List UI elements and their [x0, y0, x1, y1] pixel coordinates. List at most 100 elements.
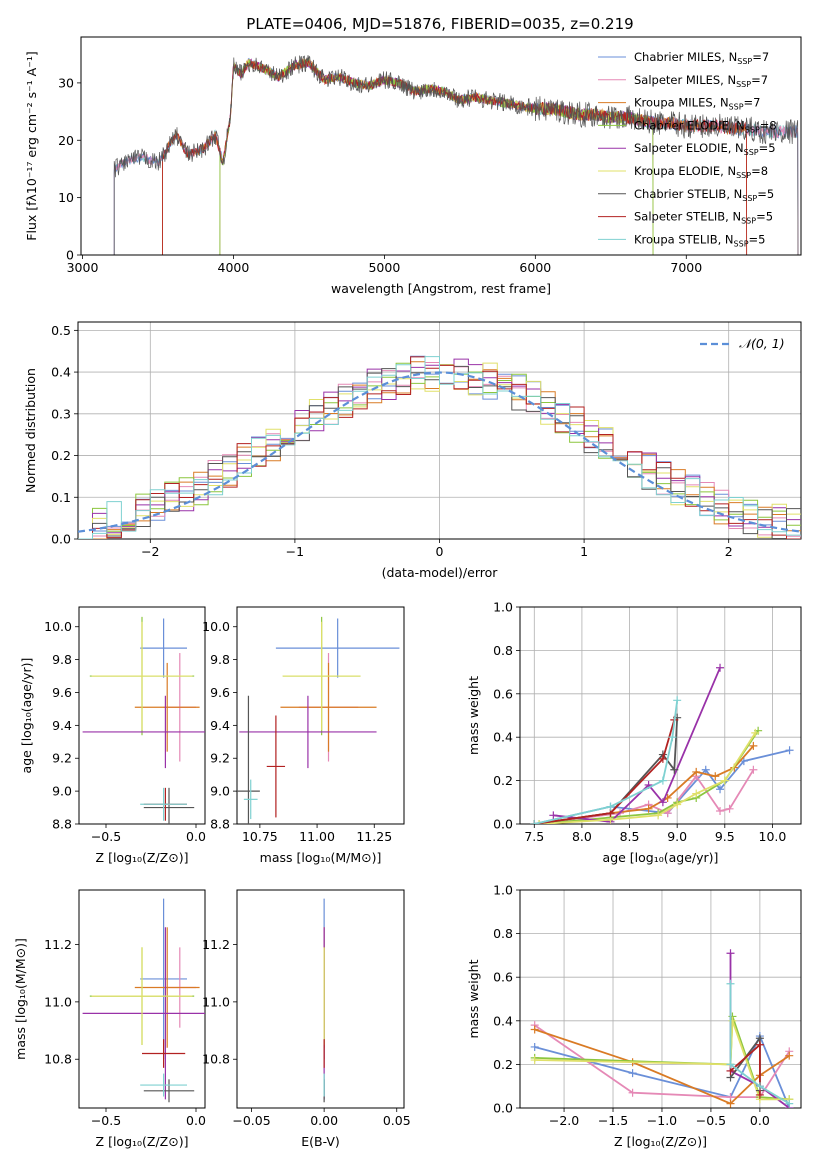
- legend-label: Salpeter MILES, NSSP=7: [634, 73, 768, 89]
- spectrum-line: [113, 57, 799, 255]
- x-tick-label: 11.00: [299, 829, 335, 844]
- mass-weight-point: [720, 776, 729, 785]
- x-axis-label: E(B-V): [301, 1134, 340, 1149]
- y-tick-label: 10.0: [202, 619, 230, 634]
- y-axis-label: mass [log₁₀(M/M⊙)]: [13, 938, 28, 1060]
- mass-weight-point: [535, 820, 544, 824]
- y-axis-label: age [log₁₀(age/yr)]: [19, 658, 34, 774]
- x-tick-label: 2: [725, 544, 733, 559]
- y-tick-label: 9.0: [52, 784, 72, 799]
- y-tick-label: 11.0: [44, 994, 72, 1009]
- mass-weight-point: [749, 741, 758, 750]
- x-tick-label: 6000: [519, 260, 551, 275]
- mass-weight-point: [726, 1060, 735, 1069]
- legend-label-name: Kroupa ELODIE, N: [634, 164, 736, 178]
- legend-label-name: Chabrier STELIB, N: [634, 187, 742, 201]
- x-tick-label: −0.5: [696, 1113, 726, 1128]
- y-tick-label: 8.8: [52, 817, 72, 832]
- y-tick-label: 0: [66, 248, 74, 263]
- legend-label: Salpeter STELIB, NSSP=5: [634, 210, 773, 226]
- y-tick-label: 0.4: [493, 730, 513, 745]
- legend-label: Chabrier STELIB, NSSP=5: [634, 187, 774, 203]
- y-tick-label: 11.2: [202, 937, 230, 952]
- x-axis-label: wavelength [Angstrom, rest frame]: [331, 281, 551, 296]
- mass-weight-point: [530, 1042, 539, 1051]
- y-tick-label: 11.2: [44, 937, 72, 952]
- legend-label-subscript: SSP: [729, 103, 744, 112]
- y-tick-label: 0.2: [51, 448, 71, 463]
- x-tick-label: −1: [286, 544, 304, 559]
- mass-weight-point: [530, 1056, 539, 1065]
- x-tick-label: 1: [580, 544, 588, 559]
- mass-weight-point: [725, 804, 734, 813]
- legend-label: Kroupa ELODIE, NSSP=8: [634, 164, 768, 180]
- legend-label-nssp: =5: [749, 232, 766, 246]
- legend-label: Salpeter ELODIE, NSSP=5: [634, 141, 776, 157]
- mass-weight-point: [628, 1069, 637, 1078]
- legend-label-subscript: SSP: [737, 57, 752, 66]
- normal-curve: [78, 371, 801, 533]
- mass-weight-point: [716, 806, 725, 815]
- mass-weight-point: [716, 663, 725, 672]
- legend-label-nssp: =5: [757, 187, 774, 201]
- y-tick-label: 0.8: [493, 926, 513, 941]
- legend-label-nssp: =5: [756, 210, 773, 224]
- y-tick-label: 0.3: [51, 406, 71, 421]
- x-tick-label: −1.0: [647, 1113, 677, 1128]
- axes-frame: [236, 889, 405, 1109]
- histogram-series: [78, 356, 801, 539]
- legend-label: Kroupa STELIB, NSSP=5: [634, 232, 765, 248]
- mass-weight-point: [692, 789, 701, 798]
- histogram-lines: [78, 355, 801, 539]
- legend-label-nssp: =8: [751, 164, 768, 178]
- x-tick-label: 9.5: [715, 829, 735, 844]
- figure-title: PLATE=0406, MJD=51876, FIBERID=0035, z=0…: [246, 15, 633, 33]
- axes-frame: [519, 606, 802, 825]
- spectrum-line: [113, 55, 799, 255]
- massweight_vs_Z-series: [530, 949, 794, 1108]
- y-tick-label: 0.0: [493, 817, 513, 832]
- y-tick-label: 9.6: [210, 685, 230, 700]
- legend-label-subscript: SSP: [734, 239, 749, 248]
- axes-frame: [519, 889, 802, 1109]
- y-tick-label: 8.8: [210, 817, 230, 832]
- y-tick-label: 30: [58, 75, 74, 90]
- y-tick-label: 10.0: [44, 619, 72, 634]
- legend-label-subscript: SSP: [744, 148, 759, 157]
- x-axis-label: Z [log₁₀(Z/Z⊙)]: [96, 850, 189, 865]
- x-tick-label: 0: [436, 544, 444, 559]
- y-tick-label: 0.6: [493, 970, 513, 985]
- x-tick-label: 8.5: [620, 829, 640, 844]
- massweight_vs_age-series: [530, 663, 794, 824]
- y-tick-label: 10.8: [202, 1052, 230, 1067]
- age_vs_mass-axes: 10.75 11.00 11.25 8.8 9.0 9.2 9.4 9.6 9.8 10.0 mas…: [202, 606, 405, 865]
- mass-weight-point: [755, 1082, 764, 1091]
- legend-label-name: Kroupa MILES, N: [634, 96, 729, 110]
- legend-label: Chabrier MILES, NSSP=7: [634, 50, 769, 66]
- legend-label-name: Salpeter STELIB, N: [634, 210, 741, 224]
- x-tick-label: 10.75: [242, 829, 278, 844]
- mass-weight-point: [670, 765, 679, 774]
- x-tick-label: 0.00: [310, 1113, 338, 1128]
- age_vs_mass-errorbars: [237, 616, 400, 824]
- mass-weight-point: [755, 1040, 764, 1049]
- residuals-axes: −2 −1 0 1 2 0.0 0.1 0.2 0.3 0.4 0.5 (data-model)/er…: [23, 321, 802, 580]
- age_vs_Z-axes: −0.5 0.0 8.8 9.0 9.2 9.4 9.6 9.8 10.0 Z [log₁₀(Z/…: [19, 606, 206, 865]
- mass-weight-point: [530, 1025, 539, 1034]
- spectrum-line: [162, 58, 748, 255]
- mass_vs_Z-errorbars: [82, 898, 205, 1103]
- mass-weight-point: [658, 798, 667, 807]
- spectrum-axes: 3000 4000 5000 6000 7000 0 10 20 30 wavelength [A…: [24, 36, 802, 296]
- legend-label-subscript: SSP: [736, 80, 751, 89]
- y-tick-label: 9.8: [52, 652, 72, 667]
- mass-weight-point: [726, 1099, 735, 1108]
- legend-label: Chabrier ELODIE, NSSP=8: [634, 118, 777, 134]
- legend-label-name: Salpeter MILES, N: [634, 73, 736, 87]
- x-tick-label: −2.0: [549, 1113, 579, 1128]
- y-tick-label: 9.2: [210, 751, 230, 766]
- y-tick-label: 9.0: [210, 784, 230, 799]
- mass_vs_Z-axes: −0.5 0.0 10.8 11.0 11.2 Z [log₁₀(Z/Z⊙)] mass […: [13, 889, 206, 1149]
- mass-weight-point: [549, 811, 558, 820]
